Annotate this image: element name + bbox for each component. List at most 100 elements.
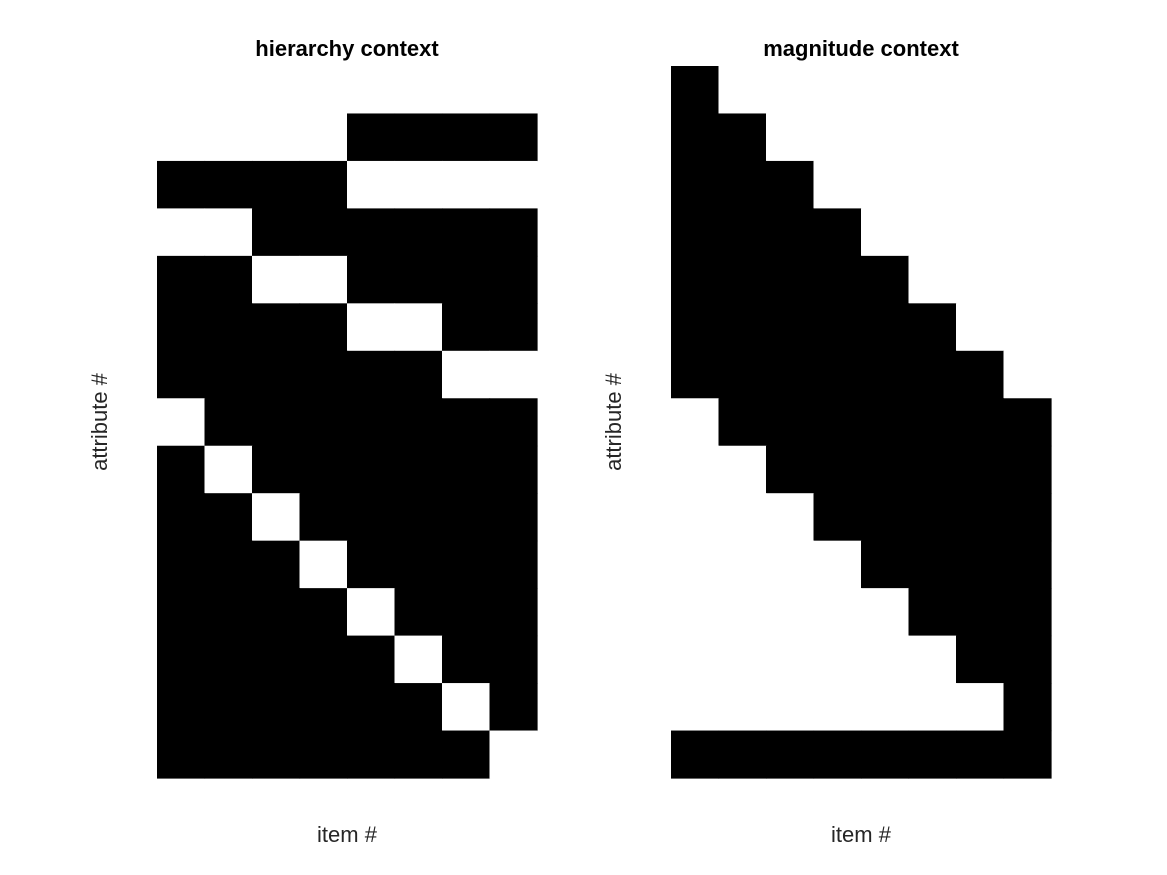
chart-hierarchy: hierarchy context item # [157,0,538,875]
matrix-cell [766,445,815,494]
matrix-cell [908,493,957,542]
matrix-cell [813,540,862,589]
matrix-cell [442,445,491,494]
matrix-cell [718,350,767,399]
matrix-cell [861,350,910,399]
matrix-cell [1003,350,1052,399]
matrix-cell [299,398,348,447]
matrix-cell [671,635,720,684]
matrix-cell [956,255,1005,304]
matrix-cell [1003,540,1052,589]
matrix-cell [157,588,206,637]
matrix-cell [861,303,910,352]
matrix-cell [489,683,538,732]
matrix-cell [908,635,957,684]
matrix-cell [718,445,767,494]
matrix-cell [813,255,862,304]
matrix-cell [766,588,815,637]
matrix-cell [718,730,767,779]
matrix-cell [489,588,538,637]
matrix-cell [489,445,538,494]
matrix-cell [204,588,253,637]
matrix-cell [347,160,396,209]
matrix-cell [204,493,253,542]
matrix-cell [671,160,720,209]
matrix-cell [671,398,720,447]
matrix-cell [718,208,767,257]
matrix-cell [252,445,301,494]
matrix-cell [442,730,491,779]
chart-title: magnitude context [763,36,959,61]
matrix-cell [489,398,538,447]
matrix-cell [442,540,491,589]
y-axis-label: attribute # [601,373,626,471]
matrix-cell [157,66,206,115]
matrix-hierarchy [157,66,538,779]
matrix-cell [442,350,491,399]
matrix-cell [394,208,443,257]
matrix-cell [489,350,538,399]
matrix-cell [252,730,301,779]
x-axis-label: item # [317,822,377,847]
matrix-cell [299,66,348,115]
matrix-cell [204,350,253,399]
matrix-cell [956,398,1005,447]
matrix-cell [671,303,720,352]
matrix-cell [204,255,253,304]
matrix-cell [813,350,862,399]
matrix-cell [908,445,957,494]
matrix-cell [671,588,720,637]
matrix-cell [204,635,253,684]
matrix-cell [489,160,538,209]
matrix-cell [813,113,862,162]
matrix-cell [1003,113,1052,162]
matrix-cell [252,303,301,352]
matrix-cell [299,635,348,684]
matrix-cell [861,208,910,257]
matrix-cell [861,730,910,779]
matrix-cell [766,398,815,447]
matrix-cell [204,398,253,447]
matrix-cell [299,113,348,162]
matrix-cell [442,160,491,209]
matrix-cell [347,113,396,162]
matrix-cell [1003,588,1052,637]
matrix-cell [347,588,396,637]
matrix-cell [908,66,957,115]
matrix-cell [766,730,815,779]
matrix-cell [956,303,1005,352]
matrix-cell [157,493,206,542]
matrix-cell [489,255,538,304]
matrix-cell [1003,66,1052,115]
matrix-cell [489,66,538,115]
matrix-cell [766,635,815,684]
matrix-cell [718,66,767,115]
matrix-cell [813,398,862,447]
matrix-cell [204,66,253,115]
matrix-cell [347,398,396,447]
matrix-cell [766,303,815,352]
matrix-cell [1003,445,1052,494]
matrix-cell [299,208,348,257]
matrix-cell [252,398,301,447]
matrix-cell [718,160,767,209]
matrix-cell [347,445,396,494]
matrix-cell [766,113,815,162]
matrix-cell [766,493,815,542]
matrix-cell [252,350,301,399]
matrix-cell [908,398,957,447]
matrix-cell [394,540,443,589]
chart-magnitude: magnitude context item # [671,0,1052,875]
matrix-cell [204,540,253,589]
matrix-cell [204,303,253,352]
matrix-cell [956,683,1005,732]
matrix-cell [157,160,206,209]
matrix-cell [718,303,767,352]
matrix-cell [299,540,348,589]
x-axis-label: item # [831,822,891,847]
matrix-cell [1003,160,1052,209]
matrix-cell [442,493,491,542]
matrix-cell [1003,730,1052,779]
matrix-cell [1003,635,1052,684]
matrix-cell [956,635,1005,684]
